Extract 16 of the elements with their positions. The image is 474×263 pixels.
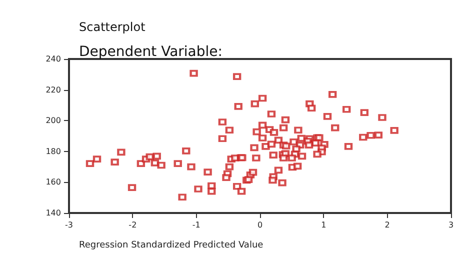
y-tick-label: 140: [46, 208, 61, 218]
chart-title: Scatterplot: [79, 20, 146, 34]
x-tick-label: 1: [321, 220, 326, 230]
x-axis-title: Regression Standardized Predicted Value: [79, 240, 264, 250]
chart-subtitle: Dependent Variable:: [79, 44, 222, 60]
y-tick-label: 160: [46, 178, 61, 187]
x-tick-label: 0: [257, 220, 263, 230]
x-tick-label: 2: [384, 220, 390, 230]
x-tick-label: -1: [192, 220, 200, 230]
y-tick-label: 240: [46, 54, 61, 64]
y-tick-label: 200: [46, 116, 61, 126]
x-tick-label: 3: [448, 220, 454, 230]
x-tick-label: -3: [65, 220, 73, 230]
x-tick-label: -2: [128, 220, 137, 230]
y-tick-label: 180: [46, 146, 61, 156]
y-tick-label: 220: [46, 85, 61, 94]
